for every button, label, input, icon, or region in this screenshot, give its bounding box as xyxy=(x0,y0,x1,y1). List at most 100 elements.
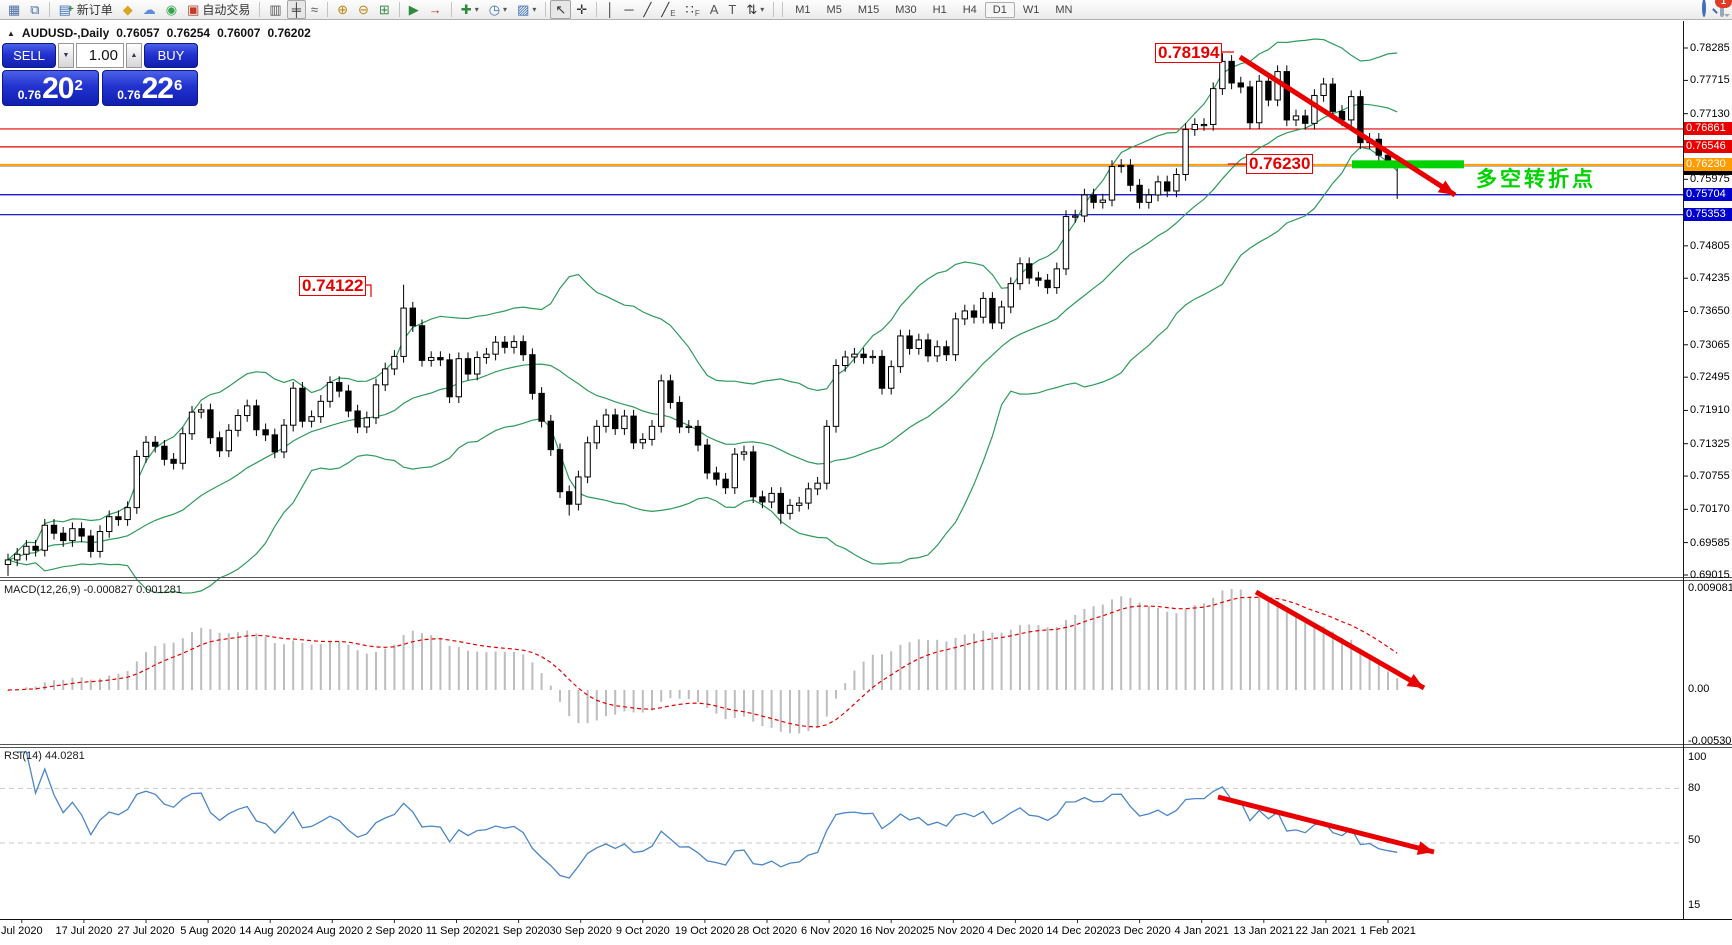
timeframe-mn[interactable]: MN xyxy=(1055,3,1073,16)
candle-body xyxy=(529,354,536,394)
candle-body xyxy=(1329,83,1336,112)
zoom-out-icon[interactable]: ⊖ xyxy=(357,2,369,17)
timeframe-m30[interactable]: M30 xyxy=(895,3,917,16)
candle-body xyxy=(814,482,821,490)
trend-arrow[interactable] xyxy=(1238,54,1457,198)
peak-price-label[interactable]: 0.78194 xyxy=(1155,43,1223,63)
sell-price-button[interactable]: 0.76 20 2 xyxy=(2,70,99,106)
candle-body xyxy=(69,528,76,542)
cursor-icon[interactable]: ↖ xyxy=(550,0,572,19)
volume-input[interactable]: 1.00 xyxy=(76,43,124,68)
text-label-icon[interactable]: T xyxy=(728,2,737,17)
candlestick-mode-icon[interactable]: ╪ xyxy=(286,0,306,19)
ohlc-high: 0.76254 xyxy=(166,26,211,40)
indicators-list-icon[interactable]: ✚ ▾ xyxy=(460,2,479,17)
panel-divider[interactable] xyxy=(0,744,1732,745)
chart-title: ▲ AUDUSD-,Daily 0.76057 0.76254 0.76007 … xyxy=(7,26,311,40)
volume-decrease-button[interactable]: ▼ xyxy=(58,43,74,68)
chat-icon[interactable]: 1 xyxy=(1715,0,1732,17)
hline-price-badge: 0.75353 xyxy=(1684,208,1732,222)
candle-body xyxy=(1357,96,1364,144)
toolbar-separator xyxy=(398,2,400,17)
arrows-tool-icon[interactable]: ⇅ ▾ xyxy=(746,2,765,17)
candle-body xyxy=(1265,80,1272,101)
candle-body xyxy=(400,307,407,357)
sell-button[interactable]: SELL xyxy=(2,43,56,68)
buy-button[interactable]: BUY xyxy=(144,43,198,68)
candle-body xyxy=(345,390,352,412)
candle-body xyxy=(1210,88,1217,125)
autotrading-icon[interactable]: ▣ 自动交易 xyxy=(187,2,251,17)
date-tick-label: 14 Dec 2020 xyxy=(1046,925,1109,937)
panel-divider[interactable] xyxy=(0,580,1732,581)
zoom-in-icon[interactable]: ⊕ xyxy=(337,2,348,17)
candle-body xyxy=(474,357,481,375)
panel-divider[interactable] xyxy=(0,577,1732,578)
candle-body xyxy=(271,434,279,453)
new-chart-icon[interactable]: ▦ xyxy=(8,2,21,17)
timeframe-d1[interactable]: D1 xyxy=(984,1,1015,18)
metaeditor-icon[interactable]: ◆ xyxy=(122,2,133,17)
crosshair-icon[interactable]: ✛ xyxy=(576,2,588,17)
auto-scroll-icon[interactable]: ▶ xyxy=(408,2,419,17)
price-tick-label: 0.72495 xyxy=(1690,371,1730,384)
date-tick-label: 14 Aug 2020 xyxy=(239,925,302,937)
candle-body xyxy=(713,472,720,480)
price-tick-label: 0.71910 xyxy=(1690,404,1730,417)
macd-axis-label: -0.005306 xyxy=(1688,735,1732,747)
bollinger-bands[interactable] xyxy=(7,38,1398,594)
turning-point-text[interactable]: 多空转折点 xyxy=(1476,168,1596,191)
equidistant-channel-icon[interactable]: ╱ E xyxy=(661,2,676,18)
tile-windows-icon[interactable]: ⊞ xyxy=(378,2,390,17)
bar-chart-mode-icon[interactable]: ▥ xyxy=(269,2,282,17)
rsi-axis-label: 100 xyxy=(1688,751,1707,763)
candle-body xyxy=(455,358,463,398)
candle-body xyxy=(1081,194,1088,217)
buy-price-button[interactable]: 0.76 22 6 xyxy=(101,70,198,106)
vertical-line-icon[interactable]: │ xyxy=(606,2,615,17)
candle-body xyxy=(161,445,168,460)
aug-high-price-label[interactable]: 0.74122 xyxy=(299,276,367,296)
templates-icon[interactable]: ▨ ▾ xyxy=(517,2,537,17)
candle-body xyxy=(115,516,122,521)
price-tick-label: 0.77715 xyxy=(1690,74,1730,87)
time-axis-line xyxy=(0,919,1732,920)
candle-body xyxy=(575,476,582,505)
candle-body xyxy=(897,335,904,368)
periods-icon[interactable]: ◷ ▾ xyxy=(488,2,508,17)
signals-icon[interactable]: ◉ xyxy=(165,2,178,17)
search-icon[interactable] xyxy=(1702,0,1706,17)
trendline-icon[interactable]: ╱ xyxy=(643,2,652,17)
timeframe-h4[interactable]: H4 xyxy=(962,3,977,16)
data-window-icon[interactable]: ⧉ xyxy=(30,2,40,17)
trend-arrow[interactable] xyxy=(1254,589,1426,691)
timeframe-m1[interactable]: M1 xyxy=(795,3,811,16)
chart-shift-icon[interactable]: → xyxy=(428,2,442,17)
hline-price-badge: 0.76230 xyxy=(1684,158,1732,172)
timeframe-w1[interactable]: W1 xyxy=(1022,3,1040,16)
candle-body xyxy=(290,387,297,426)
line-chart-mode-icon[interactable]: ≈ xyxy=(310,2,319,17)
timeframe-h1[interactable]: H1 xyxy=(932,3,947,16)
candle-body xyxy=(722,478,729,489)
candles-layer[interactable] xyxy=(4,53,1401,576)
candle-body xyxy=(207,409,214,439)
candle-body xyxy=(750,451,757,498)
pivot-price-label[interactable]: 0.76230 xyxy=(1246,154,1314,174)
community-icon[interactable]: ☁ xyxy=(142,2,156,17)
text-icon[interactable]: A xyxy=(709,2,719,17)
fibonacci-icon[interactable]: ∷ F xyxy=(685,2,700,18)
new-order-icon[interactable]: ▤ + 新订单 xyxy=(58,2,113,17)
price-tick-label: 0.78285 xyxy=(1690,42,1730,54)
price-tick-label: 0.75975 xyxy=(1690,173,1730,186)
timeframe-m15[interactable]: M15 xyxy=(857,3,880,16)
horizontal-line-icon[interactable]: ─ xyxy=(624,2,634,17)
volume-increase-button[interactable]: ▲ xyxy=(126,43,142,68)
timeframe-m5[interactable]: M5 xyxy=(826,3,842,16)
trend-arrow[interactable] xyxy=(1217,794,1435,855)
panel-divider[interactable] xyxy=(0,747,1732,748)
candle-body xyxy=(520,341,527,356)
date-tick-label: 2 Sep 2020 xyxy=(366,925,423,937)
candle-body xyxy=(133,455,141,509)
